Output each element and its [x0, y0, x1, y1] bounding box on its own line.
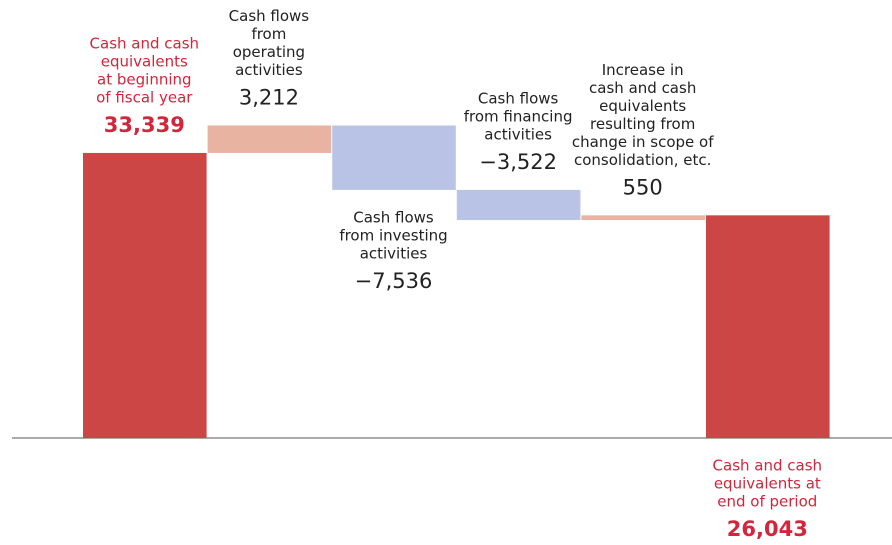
- bar: [456, 189, 581, 221]
- category-label: at beginning: [97, 70, 192, 88]
- category-label: Cash and cash: [713, 457, 823, 475]
- value-label: 33,339: [104, 113, 185, 137]
- value-label: −7,536: [355, 269, 433, 293]
- category-label: change in scope of: [572, 133, 714, 151]
- category-label: consolidation, etc.: [574, 151, 711, 169]
- category-label: equivalents: [599, 97, 686, 115]
- category-label: Cash and cash: [90, 34, 200, 52]
- category-label: activities: [484, 125, 552, 143]
- category-label: from: [251, 25, 286, 43]
- bar: [706, 215, 830, 438]
- value-label: 3,212: [239, 85, 299, 109]
- bar: [83, 152, 207, 439]
- category-label: cash and cash: [589, 79, 696, 97]
- category-label: from financing: [464, 107, 573, 125]
- category-label: Cash flows: [229, 7, 310, 25]
- value-label: 26,043: [727, 517, 808, 541]
- category-label: activities: [360, 244, 428, 262]
- category-label: end of period: [717, 493, 817, 511]
- category-label: resulting from: [590, 115, 695, 133]
- value-label: −3,522: [479, 150, 557, 174]
- category-label: Cash flows: [478, 89, 559, 107]
- category-label: Increase in: [602, 61, 684, 79]
- bar: [207, 125, 332, 153]
- value-label: 550: [623, 175, 663, 199]
- category-label: of fiscal year: [96, 88, 193, 106]
- category-label: activities: [235, 61, 303, 79]
- bar: [581, 215, 705, 221]
- category-label: Cash flows: [353, 208, 434, 226]
- bar: [332, 125, 456, 190]
- category-label: equivalents at: [714, 475, 821, 493]
- category-label: from investing: [339, 226, 447, 244]
- category-label: equivalents: [101, 52, 188, 70]
- category-label: operating: [233, 43, 305, 61]
